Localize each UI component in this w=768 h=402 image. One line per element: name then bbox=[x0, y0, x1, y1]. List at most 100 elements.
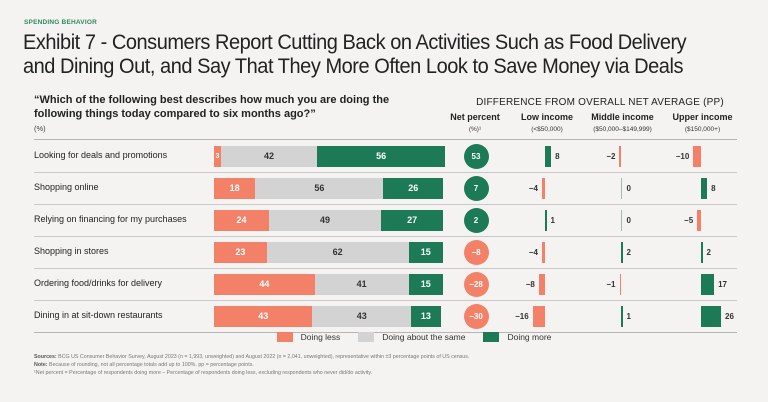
row-label: Ordering food/drinks for delivery bbox=[34, 278, 163, 288]
diff-value-low: −4 bbox=[528, 247, 538, 257]
diff-value-upper: 26 bbox=[725, 311, 734, 321]
diff-bar-middle bbox=[619, 145, 621, 167]
footnotes: Sources: BCG US Consumer Behavior Survey… bbox=[34, 353, 754, 377]
bar-segment-doing-same: 41 bbox=[314, 273, 409, 295]
legend-label-doing-more: Doing more bbox=[507, 332, 552, 342]
bar-segment-doing-more: 15 bbox=[408, 241, 443, 263]
diff-bar-upper bbox=[701, 305, 722, 327]
sources-line: Sources: BCG US Consumer Behavior Survey… bbox=[34, 353, 754, 361]
row-separator bbox=[34, 236, 737, 237]
header-rule bbox=[34, 139, 737, 140]
diff-bar-low bbox=[532, 305, 545, 327]
diff-bar-upper bbox=[701, 177, 708, 199]
row-label: Looking for deals and promotions bbox=[34, 150, 168, 160]
diff-value-low: 8 bbox=[555, 151, 560, 161]
legend-item-doing-more: Doing more bbox=[483, 332, 551, 342]
col-sub-upper: ($150,000+) bbox=[684, 126, 721, 133]
diff-value-middle: 0 bbox=[626, 183, 631, 193]
diff-bar-upper bbox=[701, 241, 703, 263]
col-head-low: Low income bbox=[520, 112, 573, 122]
bar-segment-doing-less: 24 bbox=[214, 209, 269, 231]
diff-header: DIFFERENCE FROM OVERALL NET AVERAGE (PP) bbox=[476, 97, 724, 108]
diff-value-low: −16 bbox=[515, 311, 529, 321]
diff-bar-low bbox=[545, 209, 547, 231]
net-percent-circle: −28 bbox=[463, 271, 489, 297]
diff-bar-middle bbox=[621, 177, 622, 199]
diff-bar-middle bbox=[621, 241, 623, 263]
row-label: Shopping in stores bbox=[34, 246, 109, 256]
bar-segment-doing-less: 43 bbox=[214, 305, 313, 327]
bar-segment-doing-same: 62 bbox=[266, 241, 409, 263]
bar-segment-doing-more: 26 bbox=[383, 177, 443, 199]
bar-segment-doing-same: 43 bbox=[312, 305, 411, 327]
bar-segment-doing-same: 56 bbox=[255, 177, 384, 199]
diff-value-upper: 17 bbox=[718, 279, 727, 289]
legend-label-doing-same: Doing about the same bbox=[382, 332, 466, 342]
bar-segment-doing-same: 49 bbox=[268, 209, 382, 231]
diff-value-upper: −5 bbox=[684, 215, 694, 225]
col-sub-net: (%)¹ bbox=[468, 126, 482, 133]
bar-segment-doing-more: 56 bbox=[317, 145, 446, 167]
net-percent-circle: −8 bbox=[463, 239, 489, 265]
survey-question: “Which of the following best describes h… bbox=[34, 94, 390, 120]
net-percent-circle: −30 bbox=[463, 303, 489, 329]
diff-bar-upper bbox=[701, 273, 715, 295]
col-head-middle: Middle income bbox=[591, 112, 654, 122]
row-label: Shopping online bbox=[34, 182, 99, 192]
legend: Doing less Doing about the same Doing mo… bbox=[0, 332, 768, 342]
row-label: Dining in at sit-down restaurants bbox=[34, 310, 163, 320]
net-percent-circle: 2 bbox=[463, 207, 489, 233]
diff-value-middle: 1 bbox=[626, 311, 631, 321]
diff-bar-low bbox=[538, 273, 545, 295]
bar-segment-doing-less: 3 bbox=[214, 145, 221, 167]
col-head-upper: Upper income bbox=[672, 112, 733, 122]
sources-text: BCG US Consumer Behavior Survey, August … bbox=[58, 354, 470, 360]
bar-segment-doing-less: 18 bbox=[214, 177, 256, 199]
diff-value-middle: −1 bbox=[606, 279, 616, 289]
row-separator bbox=[34, 268, 737, 269]
diff-bar-middle bbox=[621, 305, 623, 327]
row-label: Relying on financing for my purchases bbox=[34, 214, 187, 224]
row-separator bbox=[34, 172, 737, 173]
diff-value-low: −4 bbox=[528, 183, 538, 193]
diff-value-upper: 2 bbox=[706, 247, 711, 257]
bar-segment-doing-less: 23 bbox=[214, 241, 267, 263]
col-head-net: Net percent bbox=[450, 112, 500, 122]
row-separator bbox=[34, 300, 737, 301]
row-separator bbox=[34, 204, 737, 205]
bar-segment-doing-more: 15 bbox=[408, 273, 443, 295]
col-sub-low: (<$50,000) bbox=[531, 126, 563, 133]
unit-label: (%) bbox=[34, 124, 46, 133]
diff-bar-upper bbox=[693, 145, 701, 167]
net-percent-circle: 7 bbox=[463, 175, 489, 201]
note-label: Note: bbox=[34, 362, 48, 368]
diff-value-low: 1 bbox=[550, 215, 555, 225]
bar-segment-doing-less: 44 bbox=[214, 273, 315, 295]
chart-title: Exhibit 7 - Consumers Report Cutting Bac… bbox=[23, 30, 687, 78]
sources-label: Sources: bbox=[34, 354, 57, 360]
col-sub-middle: ($50,000–$149,999) bbox=[593, 126, 652, 133]
note-line: Note: Because of rounding, not all perce… bbox=[34, 361, 754, 369]
net-percent-circle: 53 bbox=[463, 143, 489, 169]
diff-bar-low bbox=[541, 177, 545, 199]
diff-value-middle: 2 bbox=[626, 247, 631, 257]
diff-value-upper: 8 bbox=[711, 183, 716, 193]
bar-segment-doing-more: 13 bbox=[410, 305, 441, 327]
kicker: SPENDING BEHAVIOR bbox=[24, 19, 97, 26]
legend-item-doing-same: Doing about the same bbox=[358, 332, 465, 342]
diff-value-middle: 0 bbox=[626, 215, 631, 225]
diff-bar-low bbox=[545, 145, 552, 167]
row-separator bbox=[34, 332, 737, 333]
diff-bar-middle bbox=[621, 209, 622, 231]
diff-bar-middle bbox=[619, 273, 621, 295]
note-text: Because of rounding, not all percentage … bbox=[49, 362, 254, 368]
diff-value-middle: −2 bbox=[606, 151, 616, 161]
legend-item-doing-less: Doing less bbox=[276, 332, 341, 342]
legend-swatch-doing-less bbox=[276, 332, 293, 342]
bar-segment-doing-same: 42 bbox=[220, 145, 318, 167]
diff-bar-upper bbox=[697, 209, 701, 231]
footnote-1: ¹Net percent = Percentage of respondents… bbox=[34, 370, 373, 376]
diff-bar-low bbox=[541, 241, 545, 263]
legend-label-doing-less: Doing less bbox=[300, 332, 341, 342]
diff-value-upper: −10 bbox=[675, 151, 690, 161]
